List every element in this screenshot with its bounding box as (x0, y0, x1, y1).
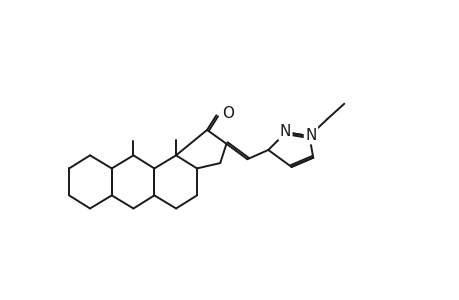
Text: N: N (279, 124, 291, 139)
Text: N: N (305, 128, 316, 143)
Text: O: O (221, 106, 233, 121)
